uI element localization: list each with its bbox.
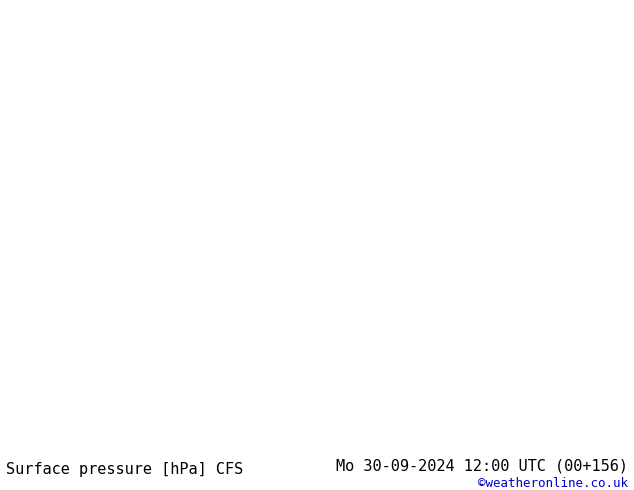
- Text: Mo 30-09-2024 12:00 UTC (00+156): Mo 30-09-2024 12:00 UTC (00+156): [335, 459, 628, 473]
- Text: ©weatheronline.co.uk: ©weatheronline.co.uk: [477, 477, 628, 490]
- Text: Surface pressure [hPa] CFS: Surface pressure [hPa] CFS: [6, 462, 243, 477]
